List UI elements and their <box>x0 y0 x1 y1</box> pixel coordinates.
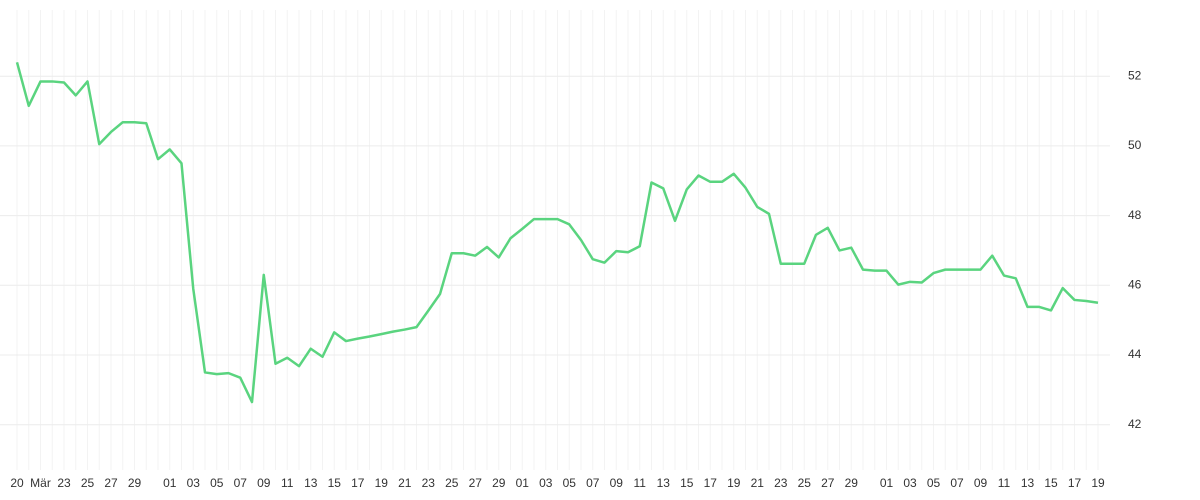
y-tick-label: 52 <box>1128 68 1142 82</box>
y-tick-label: 44 <box>1128 347 1142 361</box>
x-tick-label: 11 <box>998 476 1011 490</box>
x-tick-label: 29 <box>845 476 859 490</box>
x-tick-label: 27 <box>104 476 118 490</box>
x-tick-label: 01 <box>880 476 894 490</box>
x-tick-label: 03 <box>903 476 917 490</box>
x-tick-label: 25 <box>445 476 459 490</box>
x-tick-label: 19 <box>375 476 389 490</box>
x-tick-label: 05 <box>927 476 941 490</box>
x-tick-label: 25 <box>81 476 95 490</box>
x-tick-label: 03 <box>539 476 553 490</box>
x-tick-label: 20 <box>10 476 24 490</box>
x-tick-label: 23 <box>57 476 71 490</box>
y-tick-label: 48 <box>1128 208 1142 222</box>
x-tick-label: 27 <box>469 476 483 490</box>
x-tick-label: 01 <box>516 476 530 490</box>
x-tick-label: 27 <box>821 476 835 490</box>
x-tick-label: 07 <box>950 476 964 490</box>
x-tick-label: 17 <box>351 476 365 490</box>
x-tick-label: 05 <box>563 476 577 490</box>
x-tick-label: 09 <box>610 476 624 490</box>
x-tick-label: 09 <box>257 476 271 490</box>
x-tick-label: 13 <box>304 476 318 490</box>
x-tick-label: 15 <box>680 476 694 490</box>
y-tick-label: 42 <box>1128 417 1142 431</box>
x-tick-label: 03 <box>187 476 201 490</box>
y-tick-label: 50 <box>1128 138 1142 152</box>
x-tick-label: 13 <box>657 476 671 490</box>
x-tick-label: 19 <box>1091 476 1105 490</box>
x-tick-label: 01 <box>163 476 177 490</box>
x-tick-label: 13 <box>1021 476 1035 490</box>
x-tick-label: 25 <box>798 476 812 490</box>
x-tick-label: 29 <box>492 476 506 490</box>
x-tick-label: 11 <box>634 476 647 490</box>
x-tick-label: 29 <box>128 476 142 490</box>
price-line <box>15 61 1099 404</box>
x-tick-label: 21 <box>398 476 412 490</box>
y-tick-label: 46 <box>1128 277 1142 291</box>
x-tick-label: Mär <box>30 476 51 490</box>
x-tick-label: 15 <box>1044 476 1058 490</box>
x-tick-label: 15 <box>328 476 342 490</box>
x-tick-label: 07 <box>586 476 600 490</box>
x-tick-label: 17 <box>1068 476 1082 490</box>
x-tick-label: 11 <box>281 476 294 490</box>
x-tick-label: 23 <box>774 476 788 490</box>
x-tick-label: 17 <box>704 476 718 490</box>
x-tick-label: 21 <box>751 476 765 490</box>
x-tick-label: 05 <box>210 476 224 490</box>
x-tick-label: 23 <box>422 476 436 490</box>
x-tick-label: 19 <box>727 476 741 490</box>
x-tick-label: 07 <box>234 476 248 490</box>
x-tick-label: 09 <box>974 476 988 490</box>
